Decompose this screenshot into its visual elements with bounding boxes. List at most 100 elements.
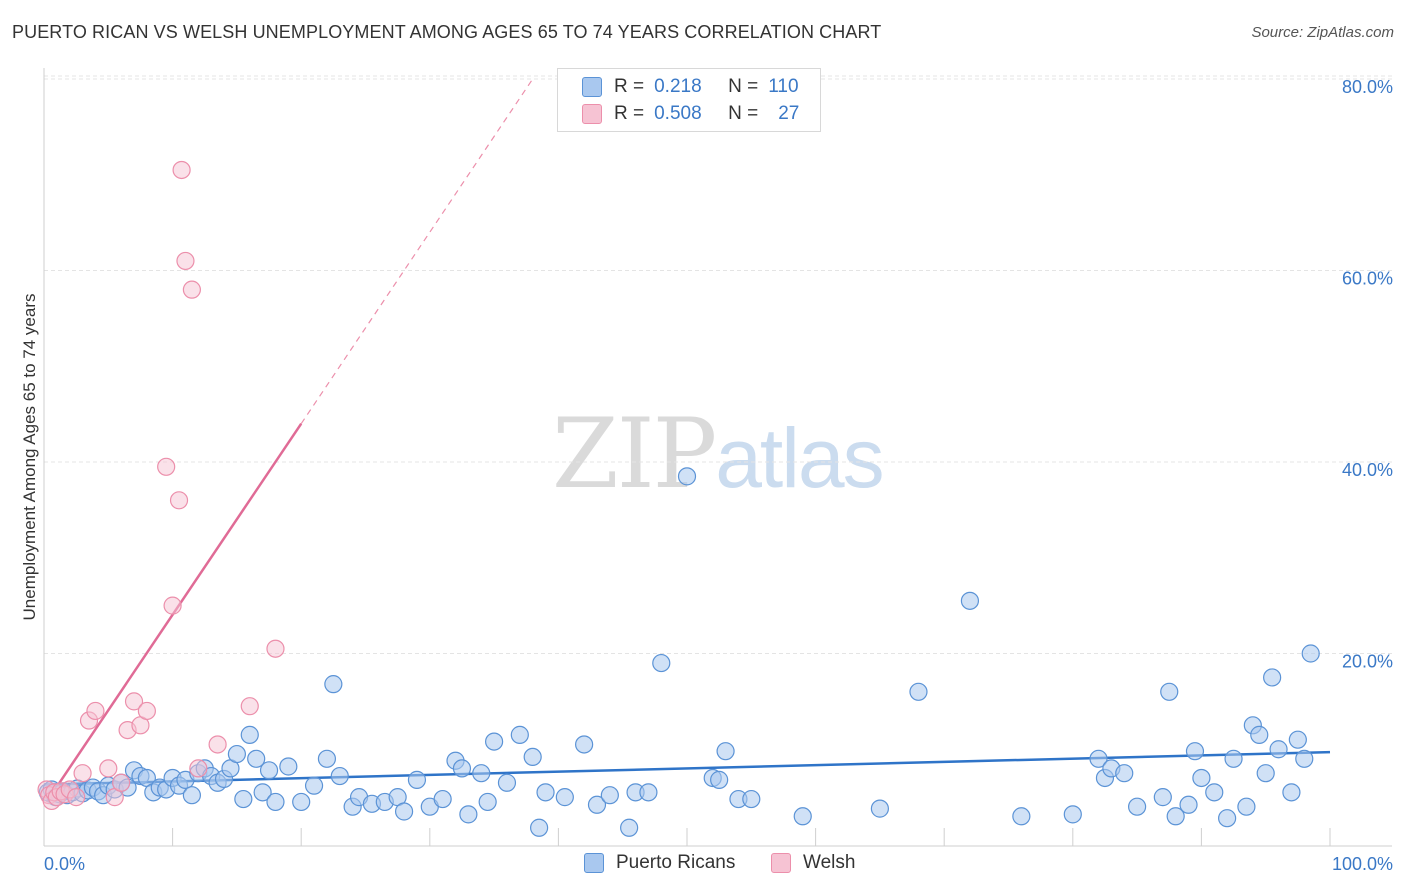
puerto-rican-point <box>1282 783 1301 802</box>
puerto-rican-point <box>394 802 414 821</box>
puerto-rican-point <box>1269 740 1288 759</box>
puerto-rican-point <box>266 792 285 812</box>
puerto-rican-point <box>485 732 504 751</box>
puerto-rican-point <box>960 591 980 610</box>
puerto-rican-point <box>304 776 324 795</box>
puerto-rican-point <box>710 770 729 789</box>
chart-title: PUERTO RICAN VS WELSH UNEMPLOYMENT AMONG… <box>12 22 882 42</box>
legend-n-label: N = <box>728 76 759 97</box>
puerto-rican-point <box>677 467 697 486</box>
puerto-rican-point <box>1185 742 1205 761</box>
puerto-rican-point <box>247 749 266 768</box>
legend-r-value: 0.218 <box>654 76 702 97</box>
legend-r-value: 0.508 <box>654 103 702 124</box>
legend-swatch-pink <box>771 853 791 873</box>
puerto-rican-point <box>587 795 607 814</box>
legend-n-value: 27 <box>778 103 800 124</box>
puerto-rican-point <box>870 799 890 818</box>
puerto-rican-point <box>407 770 427 789</box>
puerto-rican-point <box>478 792 497 812</box>
legend-n-label: N = <box>728 103 759 124</box>
puerto-rican-point <box>510 725 529 744</box>
legend-label-puerto-ricans: Puerto Ricans <box>616 852 736 873</box>
legend-item-puerto-ricans: Puerto Ricans <box>584 852 735 874</box>
puerto-rican-point <box>1205 783 1224 802</box>
correlation-legend: R = 0.218 N = 110 R = 0.508 N = 27 <box>557 68 821 132</box>
legend-swatch-pink <box>582 104 602 124</box>
puerto-rican-point <box>1160 682 1179 701</box>
puerto-rican-point <box>1089 749 1108 768</box>
watermark: ZIPatlas <box>552 398 885 510</box>
y-tick-label: 60.0% <box>1342 269 1393 289</box>
puerto-rican-point <box>555 788 574 807</box>
puerto-rican-point <box>1166 807 1185 826</box>
puerto-rican-point <box>234 789 253 809</box>
y-axis-title: Unemployment Among Ages 65 to 74 years <box>20 294 39 621</box>
puerto-rican-point <box>652 653 671 673</box>
puerto-rican-point <box>1250 725 1269 744</box>
legend-row-welsh: R = 0.508 N = 27 <box>582 101 799 127</box>
legend-r-label: R = <box>614 76 645 97</box>
puerto-rican-point <box>324 675 343 694</box>
puerto-rican-point <box>716 742 735 761</box>
puerto-rican-point <box>1127 797 1147 816</box>
puerto-rican-point <box>1237 797 1256 816</box>
series-legend: Puerto Ricans Welsh <box>0 852 1406 878</box>
puerto-rican-point <box>182 786 201 805</box>
puerto-rican-point <box>292 792 311 812</box>
puerto-rican-point <box>1288 730 1307 749</box>
puerto-rican-point <box>1301 644 1320 663</box>
welsh-point <box>189 759 208 778</box>
welsh-point <box>182 280 201 299</box>
x-tick-label: 100.0% <box>1332 854 1393 874</box>
legend-row-puerto-ricans: R = 0.218 N = 110 <box>582 74 799 100</box>
welsh-point <box>157 457 176 476</box>
welsh-point <box>86 701 105 721</box>
trend-lines <box>43 78 1331 803</box>
y-tick-label: 80.0% <box>1342 77 1393 97</box>
puerto-rican-trend-line <box>43 750 1331 786</box>
puerto-rican-point <box>227 744 246 764</box>
welsh-point <box>73 764 92 783</box>
axis-labels: 20.0% 40.0% 60.0% 80.0% 0.0% 100.0% Unemployme… <box>20 77 1393 874</box>
legend-item-welsh: Welsh <box>771 852 855 874</box>
y-tick-label: 40.0% <box>1342 460 1393 480</box>
puerto-rican-point <box>1012 807 1031 826</box>
watermark-atlas: atlas <box>715 411 884 505</box>
axes <box>43 68 1392 847</box>
welsh-point <box>137 701 156 721</box>
puerto-rican-point <box>1192 768 1211 788</box>
puerto-rican-point <box>1218 809 1237 828</box>
puerto-rican-point <box>317 749 337 768</box>
puerto-rican-point <box>253 783 272 802</box>
puerto-rican-point <box>639 783 658 802</box>
puerto-rican-point <box>452 759 472 778</box>
puerto-rican-point <box>1115 764 1134 783</box>
puerto-rican-point <box>459 805 478 824</box>
welsh-point <box>266 639 285 658</box>
puerto-rican-point <box>1153 788 1172 807</box>
legend-swatch-blue <box>584 853 604 873</box>
puerto-rican-point <box>742 789 761 809</box>
source-label: Source: ZipAtlas.com <box>1251 24 1394 41</box>
welsh-point <box>163 596 182 615</box>
welsh-point <box>240 697 259 716</box>
legend-n-value: 110 <box>768 76 799 97</box>
puerto-rican-point <box>1295 749 1314 768</box>
puerto-rican-point <box>497 773 517 792</box>
puerto-rican-point <box>600 786 619 805</box>
puerto-rican-point <box>472 764 491 783</box>
puerto-rican-point <box>909 682 928 701</box>
puerto-rican-point <box>279 757 298 776</box>
gridlines <box>44 75 1392 654</box>
watermark-zip: ZIP <box>552 398 717 510</box>
puerto-rican-point <box>530 818 549 837</box>
legend-swatch-blue <box>582 77 602 97</box>
puerto-rican-point <box>1179 795 1198 814</box>
welsh-point <box>208 735 227 754</box>
puerto-rican-point <box>240 725 259 744</box>
puerto-rican-point <box>1256 764 1275 783</box>
puerto-rican-point <box>575 735 594 754</box>
puerto-rican-point <box>259 761 279 780</box>
